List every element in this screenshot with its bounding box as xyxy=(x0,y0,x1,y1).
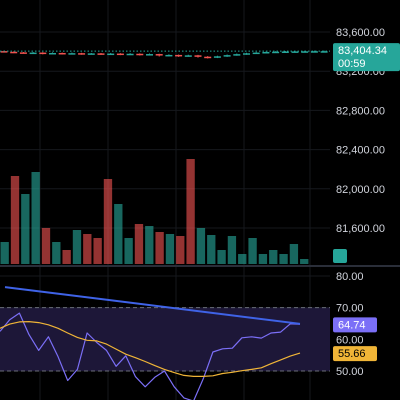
volume-bars xyxy=(0,159,309,264)
volume-bar xyxy=(289,244,299,264)
volume-bar xyxy=(238,254,247,264)
volume-bar xyxy=(124,238,133,264)
volume-bar xyxy=(155,232,164,264)
oscillator-tick-label: 80.00 xyxy=(336,271,364,283)
candle-body xyxy=(223,55,231,57)
volume-bar xyxy=(114,204,123,264)
candle-body xyxy=(165,54,173,57)
candle-body xyxy=(320,51,328,53)
candle-body xyxy=(301,51,309,53)
candle-body xyxy=(233,54,241,56)
volume-bar xyxy=(279,254,288,264)
candle-body xyxy=(213,56,221,58)
candle-body xyxy=(184,55,192,57)
signal-value-label: 55.66 xyxy=(338,348,366,360)
volume-bar xyxy=(145,226,154,264)
volume-bar xyxy=(248,238,257,264)
volume-bar xyxy=(227,236,237,264)
candle-body xyxy=(78,53,86,55)
candle-body xyxy=(243,53,250,55)
price-tick-label: 82,000.00 xyxy=(336,184,385,196)
volume-bar xyxy=(269,250,278,264)
oscillator-tick-label: 70.00 xyxy=(336,303,364,315)
oscillator-pane xyxy=(0,286,330,400)
oscillator-tick-label: 50.00 xyxy=(336,366,364,378)
candle-body xyxy=(68,53,76,55)
candle-body xyxy=(281,51,289,54)
candle-body xyxy=(146,54,153,56)
candle-body xyxy=(107,53,115,56)
price-tick-label: 82,800.00 xyxy=(336,105,385,117)
signal-value-tag xyxy=(333,346,377,362)
volume-bar xyxy=(207,235,216,264)
candle-body xyxy=(97,53,105,55)
volume-bar xyxy=(41,228,51,264)
candle-body xyxy=(194,55,202,57)
volume-bar xyxy=(176,236,185,264)
volume-bar xyxy=(83,234,92,264)
volume-bar xyxy=(134,224,144,264)
candle-body xyxy=(29,52,37,55)
trend-line[interactable] xyxy=(4,286,301,325)
candle-body xyxy=(175,54,183,57)
candle-body xyxy=(19,52,27,54)
candle-body xyxy=(252,52,260,55)
candle-body xyxy=(136,53,144,56)
candlesticks xyxy=(0,50,328,59)
candle-body xyxy=(58,52,66,55)
volume-bar xyxy=(196,228,206,264)
volume-bar xyxy=(62,250,71,264)
candle-body xyxy=(291,51,299,53)
oscillator-line xyxy=(0,312,301,400)
volume-bar xyxy=(93,238,102,264)
oscillator-value-label: 64.74 xyxy=(338,319,366,331)
volume-bar xyxy=(0,242,9,264)
candle-body xyxy=(116,53,124,56)
oscillator-signal-line xyxy=(0,321,301,377)
current-price-tag xyxy=(333,43,400,72)
candle-body xyxy=(49,52,56,55)
volume-bar xyxy=(21,194,30,264)
volume-bar xyxy=(72,230,82,264)
candle-body xyxy=(272,51,280,54)
candle-body xyxy=(39,52,47,55)
volume-bar xyxy=(103,179,113,264)
current-price-label: 83,404.34 xyxy=(338,45,387,57)
volume-bar xyxy=(10,176,20,264)
volume-bar xyxy=(165,234,175,264)
volume-bar xyxy=(300,259,309,264)
price-tick-label: 83,600.00 xyxy=(336,27,385,39)
price-tick-label: 81,600.00 xyxy=(336,223,385,235)
candle-body xyxy=(155,54,163,56)
candle-body xyxy=(262,51,270,54)
volume-bar xyxy=(217,250,226,264)
oscillator-tick-label: 60.00 xyxy=(336,334,364,346)
candle-body xyxy=(126,53,134,56)
candle-body xyxy=(310,51,318,53)
volume-value-tag xyxy=(333,249,347,263)
candle-body xyxy=(204,56,212,59)
volume-bar xyxy=(52,242,61,264)
price-tick-label: 82,400.00 xyxy=(336,145,385,157)
oscillator-band xyxy=(0,307,330,371)
oscillator-value-tag xyxy=(333,317,377,333)
candle-body xyxy=(87,53,95,55)
candle-body xyxy=(10,51,18,54)
volume-bar xyxy=(31,172,40,264)
bar-countdown-label: 00:59 xyxy=(338,58,366,70)
volume-bar xyxy=(186,159,195,264)
volume-bar xyxy=(258,254,268,264)
candle-body xyxy=(0,51,8,53)
